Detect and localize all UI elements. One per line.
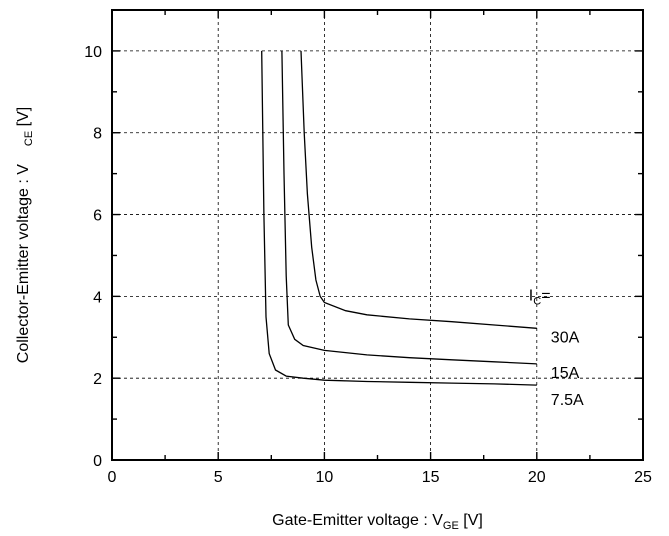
y-tick-label: 0: [93, 453, 102, 470]
series-curves: [261, 50, 537, 386]
x-tick-label: 25: [634, 469, 652, 486]
x-tick-label: 10: [316, 469, 334, 486]
x-tick-label: 15: [422, 469, 440, 486]
y-tick-label: 8: [93, 126, 102, 143]
y-tick-label: 6: [93, 208, 102, 225]
x-tick-label: 5: [214, 469, 223, 486]
series-line: [281, 50, 537, 365]
tick-labels: 0 5 10 15 20 25 0 2 4 6 8 10: [84, 44, 652, 486]
y-tick-label: 4: [93, 289, 102, 306]
series-line: [300, 50, 537, 329]
legend-title: IC=: [529, 287, 551, 307]
y-axis-title: Collector-Emitter voltage : VCE [V]: [15, 107, 35, 363]
x-tick-label: 20: [528, 469, 546, 486]
series-label: 7.5A: [551, 392, 584, 409]
x-axis-title: Gate-Emitter voltage : VGE [V]: [272, 512, 483, 532]
axis-ticks: [111, 9, 644, 461]
y-tick-label: 2: [93, 371, 102, 388]
series-label: 15A: [551, 365, 580, 382]
series-line: [261, 50, 537, 386]
series-label: 30A: [551, 329, 580, 346]
grid-lines: [112, 10, 643, 460]
y-tick-label: 10: [84, 44, 102, 61]
series-labels: 30A 15A 7.5A: [551, 329, 584, 409]
x-tick-label: 0: [108, 469, 117, 486]
